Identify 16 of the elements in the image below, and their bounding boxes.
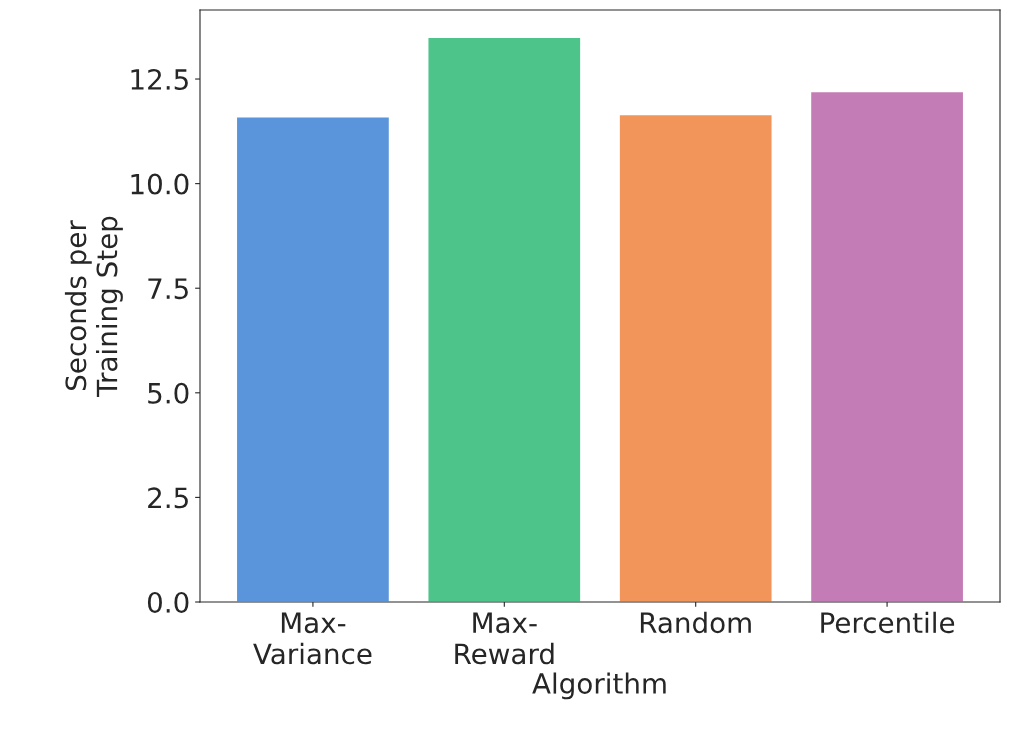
y-axis-title: Seconds per Training Step: [64, 216, 123, 397]
bar: [809, 90, 965, 602]
y-tick-label: 0.0: [147, 591, 189, 613]
y-tick-label: 10.0: [131, 173, 189, 195]
y-tick-label: 2.5: [148, 487, 188, 509]
x-tick-label: Max- Reward: [455, 612, 554, 665]
x-tick-label: Percentile: [821, 611, 955, 634]
y-tick-label: 5.0: [148, 382, 189, 404]
y-tick-label: 12.5: [131, 68, 188, 90]
x-tick-label: Max- Variance: [253, 612, 372, 665]
y-tick-label: 7.5: [148, 278, 188, 300]
bar: [427, 36, 582, 602]
bar: [618, 113, 773, 602]
x-axis-title: Algorithm: [532, 672, 666, 700]
x-tick-label: Random: [640, 611, 751, 634]
bar: [235, 115, 391, 602]
